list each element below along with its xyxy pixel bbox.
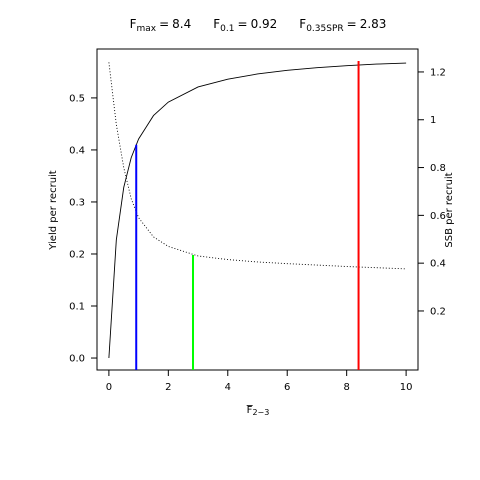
x-tick-label: 10 <box>400 382 413 393</box>
title-subscript: 0.1 <box>220 24 234 34</box>
x-label-subscript: 2−3 <box>252 408 269 417</box>
title-operator: = <box>159 17 169 31</box>
title-value: 2.83 <box>360 17 387 31</box>
title-operator: = <box>238 17 248 31</box>
x-tick-label: 6 <box>284 382 290 393</box>
series-line <box>108 62 407 359</box>
y-tick-label: 0.4 <box>69 145 85 156</box>
chart-title: Fmax = 8.4 F0.1 = 0.92 F0.35SPR = 2.83 <box>130 17 387 34</box>
y-tick-label: 0.2 <box>69 249 85 260</box>
title-symbol: F <box>299 17 306 31</box>
x-axis-label: F2−3 <box>247 405 270 417</box>
title-symbol: F <box>213 17 220 31</box>
y2-tick-label: 0.4 <box>430 259 446 270</box>
y-tick-label: 0.1 <box>69 302 85 313</box>
y-tick-label: 0.0 <box>69 354 85 365</box>
y2-tick-label: 0.6 <box>430 211 446 222</box>
title-value: 8.4 <box>172 17 191 31</box>
y2-axis-label: SSB per recruit <box>444 172 455 247</box>
title-value: 0.92 <box>251 17 278 31</box>
y-axis-label: Yield per recruit <box>48 170 59 251</box>
y2-tick-label: 0.8 <box>430 163 446 174</box>
plot-frame <box>96 48 419 371</box>
y-tick-label: 0.5 <box>69 93 85 104</box>
x-tick-label: 4 <box>225 382 231 393</box>
y2-tick-label: 1.2 <box>430 67 446 78</box>
y2-tick-label: 0.2 <box>430 306 446 317</box>
title-symbol: F <box>130 17 137 31</box>
x-tick-label: 2 <box>165 382 171 393</box>
title-subscript: max <box>137 24 157 34</box>
y2-tick-label: 1 <box>430 115 436 126</box>
x-label-symbol: F <box>247 405 253 416</box>
title-subscript: 0.35SPR <box>306 24 343 34</box>
x-tick-label: 0 <box>106 382 112 393</box>
series-line <box>108 62 407 270</box>
y-tick-label: 0.3 <box>69 197 85 208</box>
title-operator: = <box>347 17 357 31</box>
x-tick-label: 8 <box>343 382 349 393</box>
